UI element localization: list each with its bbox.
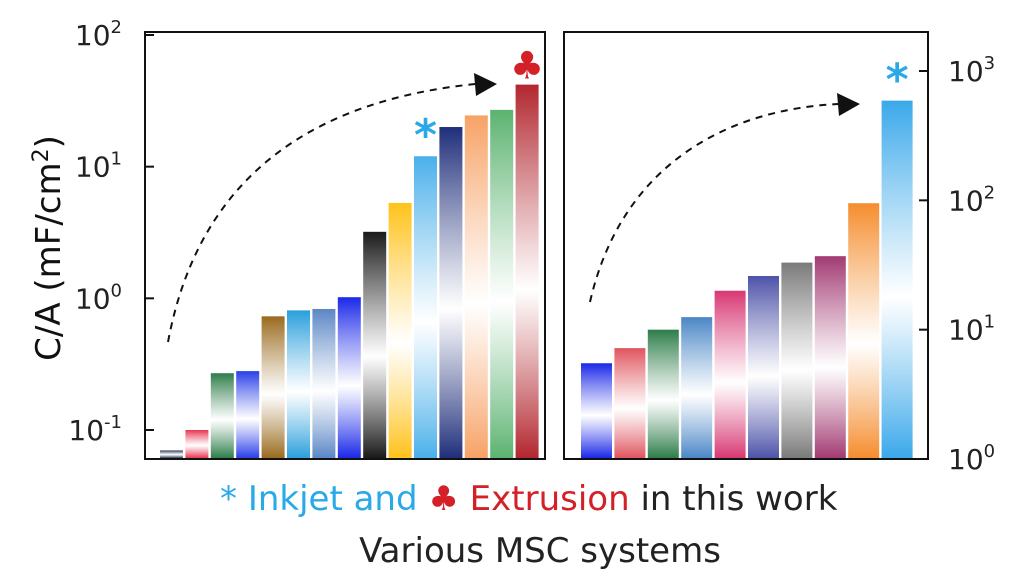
y-axis-title: C/A (mF/cm2): [29, 135, 70, 361]
left-bar-10: [388, 202, 412, 458]
right-y-tick-label: 101: [948, 312, 995, 347]
left-bar-9: [363, 231, 387, 458]
right-panel-bar-chart: 100 101 102 103 *: [563, 31, 995, 476]
right-bar-6: [748, 275, 779, 458]
right-trend-arrow: [589, 103, 839, 303]
left-bar-5: [261, 316, 285, 458]
right-bars: [581, 100, 913, 458]
right-y-tick-label: 103: [948, 53, 995, 88]
right-bar-7: [781, 262, 813, 458]
right-bar-9: [848, 203, 880, 458]
right-y-tick-label: 102: [948, 182, 995, 217]
left-bar-2: [185, 430, 209, 458]
left-bar-marker-club: ♣: [510, 44, 544, 88]
left-bar-13: [464, 115, 488, 459]
x-axis-title: Various MSC systems: [359, 531, 721, 571]
right-plot-frame: [563, 31, 929, 460]
left-bar-8: [337, 297, 361, 458]
left-bar-marker-star: *: [414, 110, 437, 161]
right-y-tick-label: 100: [948, 441, 995, 476]
left-y-tick-label: 102: [75, 17, 122, 52]
right-bar-8: [814, 256, 846, 458]
left-bar-3: [210, 373, 234, 458]
extrusion-marker-symbol: ♣: [428, 479, 458, 519]
left-trend-arrowhead: [474, 73, 497, 96]
left-y-axis-ticks: 10-1 100 101 102: [68, 17, 154, 447]
right-bar-5: [714, 290, 746, 458]
left-bar-15: [515, 84, 539, 459]
right-bar-2: [614, 348, 646, 458]
left-bars: [160, 84, 539, 459]
right-bar-4: [681, 317, 713, 458]
right-trend-arrowhead: [837, 93, 860, 116]
right-bar-marker-star: *: [886, 55, 909, 106]
left-y-tick-label: 100: [75, 280, 122, 315]
inkjet-marker-symbol: *: [220, 479, 237, 519]
left-bar-7: [312, 308, 336, 458]
caption-rest: in this work: [640, 479, 837, 519]
left-bar-12: [439, 127, 463, 458]
left-bar-14: [490, 109, 514, 459]
right-bar-3: [647, 329, 679, 458]
left-y-tick-label: 10-1: [68, 412, 122, 447]
left-y-tick-label: 101: [75, 149, 122, 184]
legend-caption: * Inkjet and ♣ Extrusion in this work: [220, 479, 838, 519]
inkjet-label: Inkjet and: [248, 479, 418, 519]
right-bar-10: [881, 100, 913, 458]
right-markers: *: [886, 55, 909, 106]
left-bar-1: [160, 450, 183, 458]
right-y-axis-ticks: 100 101 102 103: [919, 53, 995, 476]
extrusion-label: Extrusion: [470, 479, 630, 519]
left-bar-11: [414, 156, 437, 458]
left-bar-4: [236, 371, 260, 458]
left-trend-arrow: [167, 83, 476, 343]
left-bar-6: [287, 310, 310, 458]
left-plot-frame: [144, 31, 546, 460]
right-bar-1: [581, 363, 612, 458]
left-markers: *♣: [414, 44, 544, 162]
